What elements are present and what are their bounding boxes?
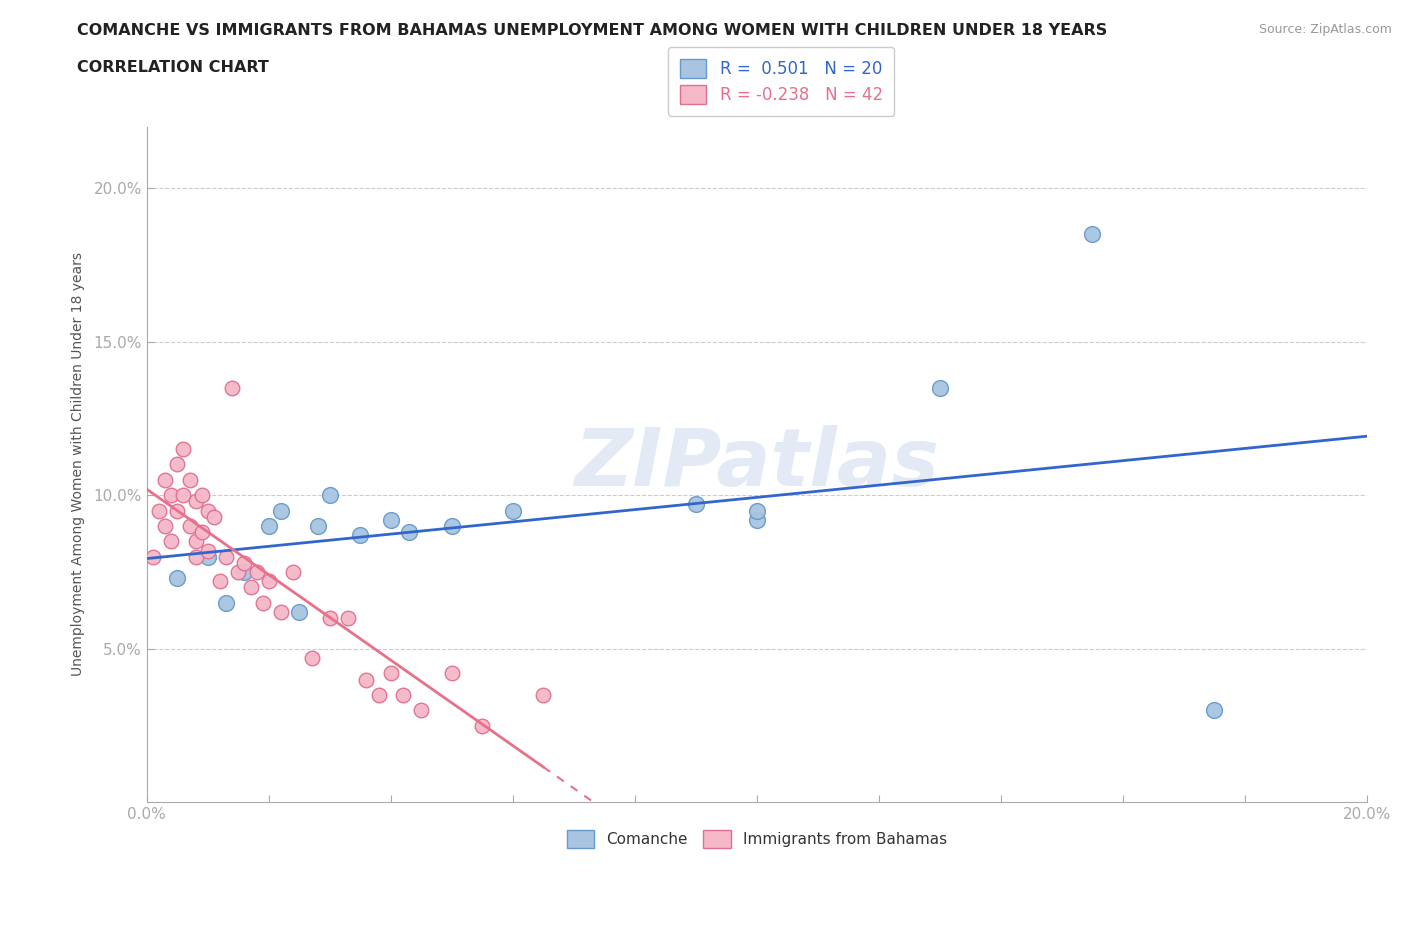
Point — [197, 503, 219, 518]
Point — [160, 534, 183, 549]
Point — [190, 525, 212, 539]
Point — [288, 604, 311, 619]
Point — [142, 550, 165, 565]
Point — [745, 512, 768, 527]
Point — [184, 494, 207, 509]
Point — [246, 565, 269, 579]
Point — [319, 487, 342, 502]
Point — [215, 550, 238, 565]
Point — [197, 550, 219, 565]
Point — [392, 687, 415, 702]
Text: Source: ZipAtlas.com: Source: ZipAtlas.com — [1258, 23, 1392, 36]
Point — [172, 442, 194, 457]
Point — [283, 565, 305, 579]
Point — [411, 703, 433, 718]
Point — [153, 472, 176, 487]
Point — [685, 497, 707, 512]
Point — [257, 519, 280, 534]
Point — [337, 611, 360, 626]
Point — [215, 595, 238, 610]
Point — [1204, 703, 1226, 718]
Y-axis label: Unemployment Among Women with Children Under 18 years: Unemployment Among Women with Children U… — [72, 252, 86, 676]
Point — [531, 687, 554, 702]
Point — [148, 503, 170, 518]
Point — [197, 543, 219, 558]
Point — [380, 666, 402, 681]
Legend: Comanche, Immigrants from Bahamas: Comanche, Immigrants from Bahamas — [560, 823, 955, 856]
Point — [440, 666, 463, 681]
Point — [1081, 227, 1104, 242]
Point — [172, 487, 194, 502]
Point — [184, 534, 207, 549]
Point — [745, 503, 768, 518]
Point — [252, 595, 274, 610]
Point — [239, 580, 262, 595]
Text: CORRELATION CHART: CORRELATION CHART — [77, 60, 269, 75]
Point — [184, 550, 207, 565]
Point — [380, 512, 402, 527]
Point — [226, 565, 249, 579]
Point — [166, 571, 188, 586]
Point — [233, 565, 256, 579]
Point — [301, 651, 323, 666]
Point — [270, 604, 292, 619]
Point — [257, 574, 280, 589]
Point — [166, 503, 188, 518]
Point — [349, 527, 371, 542]
Point — [221, 380, 243, 395]
Point — [179, 519, 201, 534]
Point — [319, 611, 342, 626]
Point — [202, 510, 225, 525]
Point — [367, 687, 389, 702]
Point — [153, 519, 176, 534]
Point — [166, 457, 188, 472]
Point — [928, 380, 950, 395]
Point — [307, 519, 329, 534]
Point — [270, 503, 292, 518]
Text: ZIPatlas: ZIPatlas — [574, 426, 939, 503]
Point — [179, 472, 201, 487]
Point — [356, 672, 378, 687]
Point — [233, 555, 256, 570]
Point — [440, 519, 463, 534]
Point — [190, 487, 212, 502]
Point — [160, 487, 183, 502]
Point — [208, 574, 231, 589]
Point — [398, 525, 420, 539]
Point — [502, 503, 524, 518]
Point — [471, 718, 494, 733]
Text: COMANCHE VS IMMIGRANTS FROM BAHAMAS UNEMPLOYMENT AMONG WOMEN WITH CHILDREN UNDER: COMANCHE VS IMMIGRANTS FROM BAHAMAS UNEM… — [77, 23, 1108, 38]
